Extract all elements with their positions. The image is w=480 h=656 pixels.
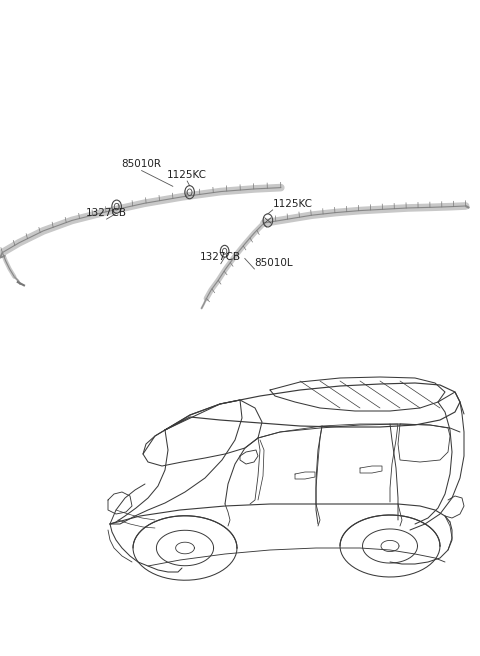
Text: 1125KC: 1125KC	[167, 170, 207, 180]
Text: 1327CB: 1327CB	[200, 253, 241, 262]
Text: 1327CB: 1327CB	[86, 208, 127, 218]
Text: 85010R: 85010R	[121, 159, 162, 169]
Text: 85010L: 85010L	[254, 258, 293, 268]
Text: 1125KC: 1125KC	[273, 199, 312, 209]
